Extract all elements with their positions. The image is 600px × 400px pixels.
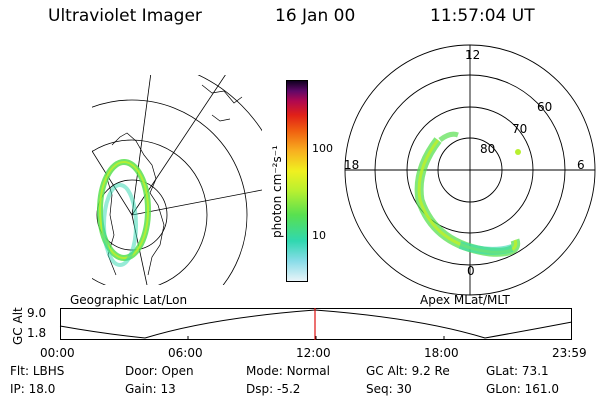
orbit-y-bottom: 1.8 [27,326,47,340]
footer-glon: GLon: 161.0 [486,382,559,396]
orbit-axis-label: GC Alt [11,307,25,345]
footer-seq: Seq: 30 [366,382,412,396]
mlt-0-label: 0 [467,264,475,278]
footer-glat: GLat: 73.1 [486,364,549,378]
orbit-y-top: 9.0 [27,306,47,320]
app-title: Ultraviolet Imager [48,6,202,26]
footer-gc-alt: GC Alt: 9.2 Re [366,364,450,378]
orbit-plot [59,308,573,340]
lat-80-label: 80 [480,142,496,156]
footer-dsp: Dsp: -5.2 [246,382,301,396]
apex-panel-label: Apex MLat/MLT [420,293,510,307]
time-label: 11:57:04 UT [430,6,535,26]
geographic-panel-label: Geographic Lat/Lon [70,293,188,307]
aurora-oval-polar [414,131,521,257]
orbit-time-1: 06:00 [168,346,203,360]
footer-ip: IP: 18.0 [10,382,56,396]
geographic-map [92,75,262,285]
orbit-time-3: 18:00 [424,346,459,360]
mlt-18-label: 18 [344,158,360,172]
footer-door: Door: Open [125,364,194,378]
orbit-time-4: 23:59 [552,346,587,360]
colorbar-tick-10: 10 [312,229,326,242]
footer-mode: Mode: Normal [246,364,330,378]
orbit-time-2: 12:00 [296,346,331,360]
colorbar-tick-100: 100 [312,142,333,155]
lat-60-label: 60 [537,100,553,114]
colorbar-unit-label: photon cm⁻²s⁻¹ [270,145,284,238]
aurora-oval-geo [97,159,151,267]
date-label: 16 Jan 00 [275,6,356,26]
mlt-6-label: 6 [577,158,585,172]
footer-flt: Flt: LBHS [10,364,65,378]
mlt-12-label: 12 [465,48,481,62]
colorbar [286,80,308,282]
footer-gain: Gain: 13 [125,382,176,396]
lat-70-label: 70 [512,122,528,136]
orbit-time-0: 00:00 [40,346,75,360]
polar-plot [344,44,596,296]
